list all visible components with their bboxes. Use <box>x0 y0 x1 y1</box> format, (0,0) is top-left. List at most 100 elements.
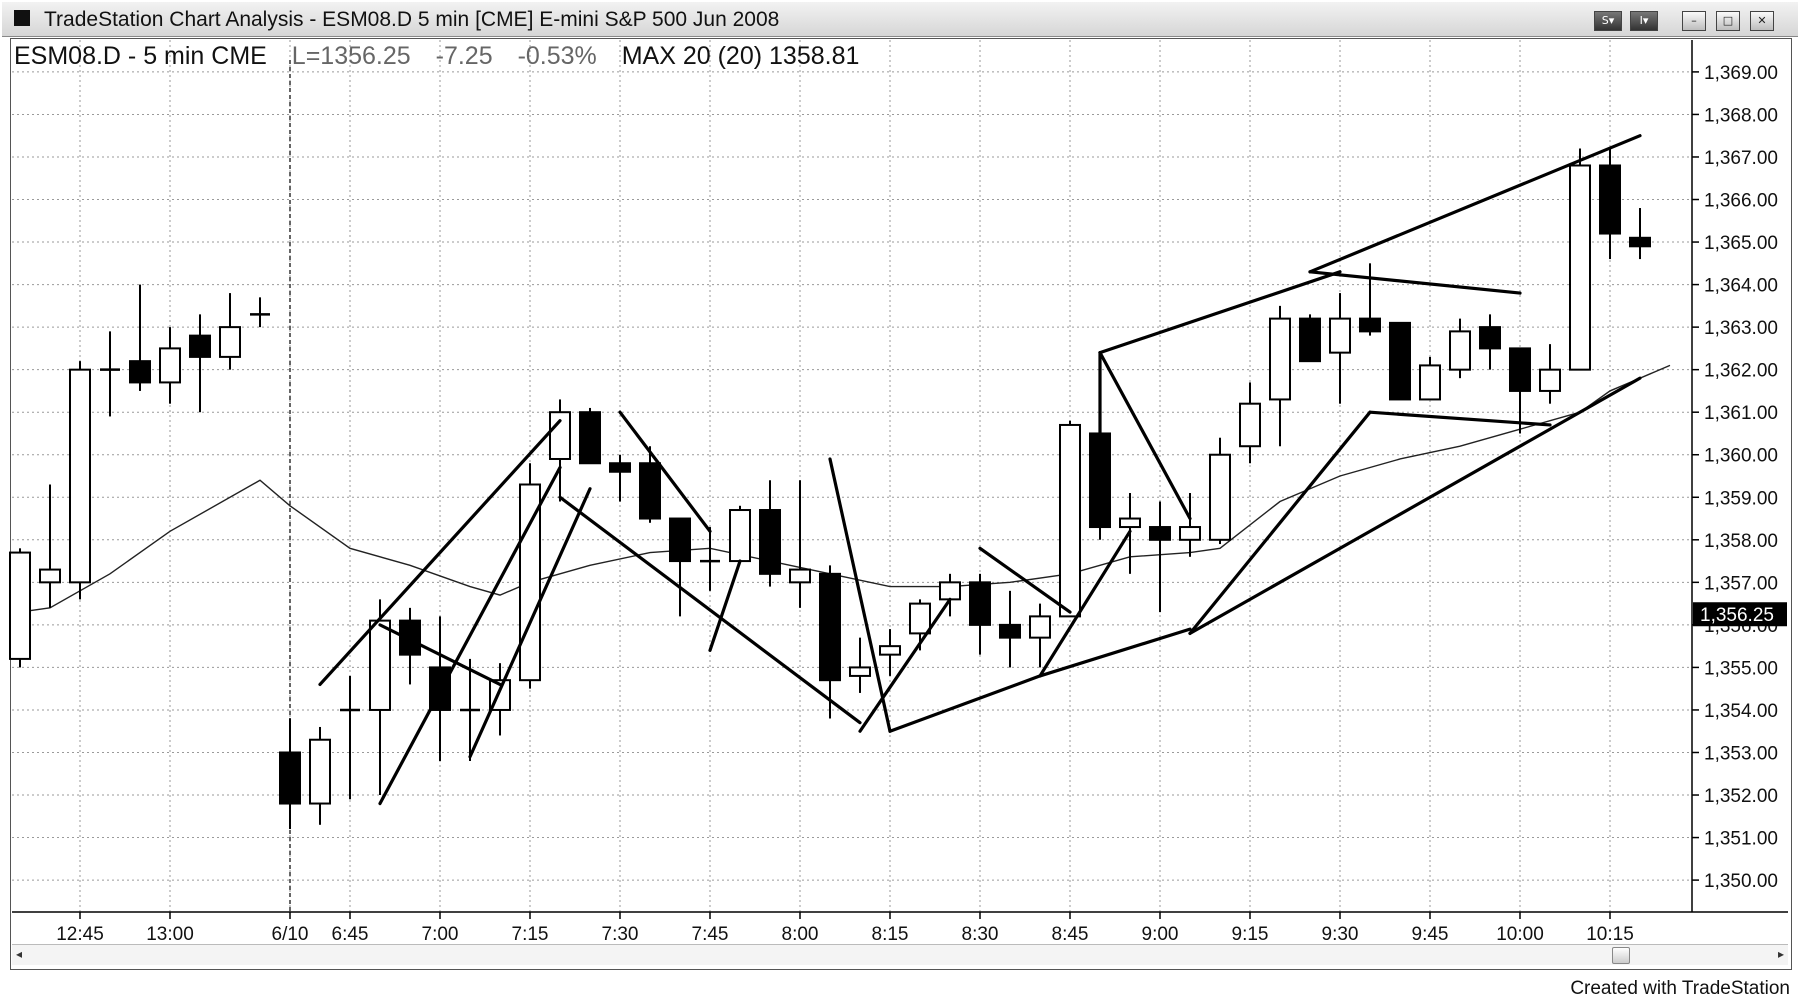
candle <box>969 573 991 655</box>
candle <box>1299 314 1321 363</box>
candle-body-up <box>309 738 331 805</box>
restore-button[interactable]: □ <box>1716 11 1740 31</box>
candle <box>1569 148 1591 371</box>
scroll-right-icon[interactable]: ▸ <box>1777 947 1784 961</box>
candle-body-down <box>1089 432 1111 529</box>
y-tick-label: 1,368.00 <box>1704 105 1778 126</box>
candle-body-up <box>1269 317 1291 401</box>
candle-body-up <box>1239 402 1261 448</box>
candle-body-up <box>849 666 871 677</box>
x-tick-label: 6/10 <box>272 924 309 945</box>
y-tick-label: 1,363.00 <box>1704 318 1778 339</box>
x-tick-label: 7:30 <box>602 924 639 945</box>
x-tick-label: 9:30 <box>1322 924 1359 945</box>
x-tick-label: 10:00 <box>1496 924 1544 945</box>
percent-change: -0.53% <box>517 42 597 70</box>
y-tick-label: 1,362.00 <box>1704 361 1778 382</box>
x-tick-label: 8:30 <box>962 924 999 945</box>
candle-body-down <box>1359 317 1381 333</box>
last-price-marker <box>1693 602 1787 627</box>
horizontal-scrollbar[interactable]: ◂ ▸ <box>12 944 1788 965</box>
trendline <box>1308 270 1522 295</box>
trendline <box>1188 410 1372 635</box>
candle-body-down <box>639 462 661 520</box>
tool-menu-button-2[interactable]: I▾ <box>1630 11 1658 31</box>
candle-body-up <box>1569 164 1591 371</box>
tool-menu-button-1[interactable]: S▾ <box>1594 11 1622 31</box>
candle <box>100 331 120 417</box>
scroll-thumb[interactable] <box>1612 947 1630 964</box>
y-tick-label: 1,364.00 <box>1704 276 1778 297</box>
candle-body-up <box>369 619 391 711</box>
y-tick-label: 1,365.00 <box>1704 233 1778 254</box>
candle <box>999 590 1021 668</box>
candle <box>519 463 541 689</box>
candle <box>1329 293 1351 404</box>
y-tick-label: 1,369.00 <box>1704 63 1778 84</box>
y-tick-label: 1,361.00 <box>1704 403 1778 424</box>
candle <box>579 407 601 465</box>
candle <box>759 480 781 587</box>
candle <box>129 284 151 391</box>
candle-body-down <box>819 572 841 682</box>
candle-body-down <box>1599 164 1621 235</box>
chart-panel[interactable] <box>10 38 1792 970</box>
candle <box>1509 347 1531 434</box>
trendline <box>1308 134 1642 274</box>
candle <box>1029 603 1051 668</box>
axes: 1,350.00 1,351.00 1,352.00 1,353.00 1,354.00… <box>12 40 1788 945</box>
candle <box>1479 314 1501 370</box>
candle <box>609 454 631 502</box>
title-bar[interactable]: TradeStation Chart Analysis - ESM08.D 5 … <box>2 2 1798 37</box>
y-tick-label: 1,358.00 <box>1704 531 1778 552</box>
trendline <box>1038 529 1132 678</box>
candle-body-up <box>909 602 931 635</box>
trendline <box>888 674 1042 733</box>
candle <box>369 599 391 796</box>
x-tick-label: 7:15 <box>512 924 549 945</box>
footer-credit: Created with TradeStation <box>1570 978 1790 999</box>
trendline <box>378 623 502 687</box>
candle <box>219 293 241 370</box>
candle <box>819 565 841 719</box>
x-tick-label: 13:00 <box>146 924 194 945</box>
close-button[interactable]: ✕ <box>1750 11 1774 31</box>
candle-body-up <box>1419 364 1441 401</box>
y-tick-label: 1,351.00 <box>1704 829 1778 850</box>
candle-body-up <box>1209 453 1231 541</box>
scroll-left-icon[interactable]: ◂ <box>16 947 23 961</box>
candle <box>460 658 480 761</box>
y-tick-label: 1,367.00 <box>1704 148 1778 169</box>
candle <box>789 480 811 608</box>
minimize-button[interactable]: – <box>1682 11 1706 31</box>
candle <box>399 607 421 685</box>
candle <box>1389 321 1411 401</box>
candle <box>700 527 720 591</box>
trendline <box>1368 410 1552 427</box>
candle-body-up <box>39 568 61 584</box>
candle-body-up <box>939 581 961 601</box>
y-tick-label: 1,360.00 <box>1704 446 1778 467</box>
symbol-header: ESM08.D - 5 min CME L=1356.25 -7.25 -0.5… <box>14 42 877 71</box>
candle-body-up <box>789 568 811 584</box>
window-title: TradeStation Chart Analysis - ESM08.D 5 … <box>44 8 780 31</box>
candle-body-down <box>189 334 211 358</box>
candle <box>309 726 331 825</box>
candle <box>250 297 270 328</box>
candle <box>669 517 691 617</box>
candle <box>39 484 61 608</box>
candle-body-up <box>9 551 31 660</box>
candle-body-up <box>1179 526 1201 541</box>
trendline <box>1038 627 1192 678</box>
trendline <box>1188 376 1642 635</box>
candle <box>1269 305 1291 447</box>
trendline <box>558 495 862 725</box>
candle <box>1059 420 1081 618</box>
candle <box>279 718 301 830</box>
indicator-label: MAX 20 (20) 1358.81 <box>621 42 860 70</box>
candle-body-up <box>69 368 91 584</box>
trendline <box>858 597 952 733</box>
y-tick-label: 1,359.00 <box>1704 488 1778 509</box>
candle-body-up <box>219 326 241 358</box>
